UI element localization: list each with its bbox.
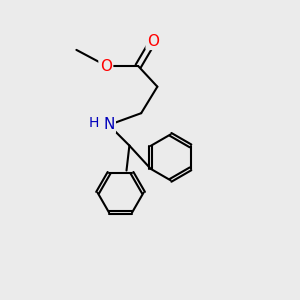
Text: O: O <box>100 58 112 74</box>
Text: H: H <box>88 116 99 130</box>
Text: O: O <box>147 34 159 49</box>
Text: N: N <box>103 118 115 133</box>
